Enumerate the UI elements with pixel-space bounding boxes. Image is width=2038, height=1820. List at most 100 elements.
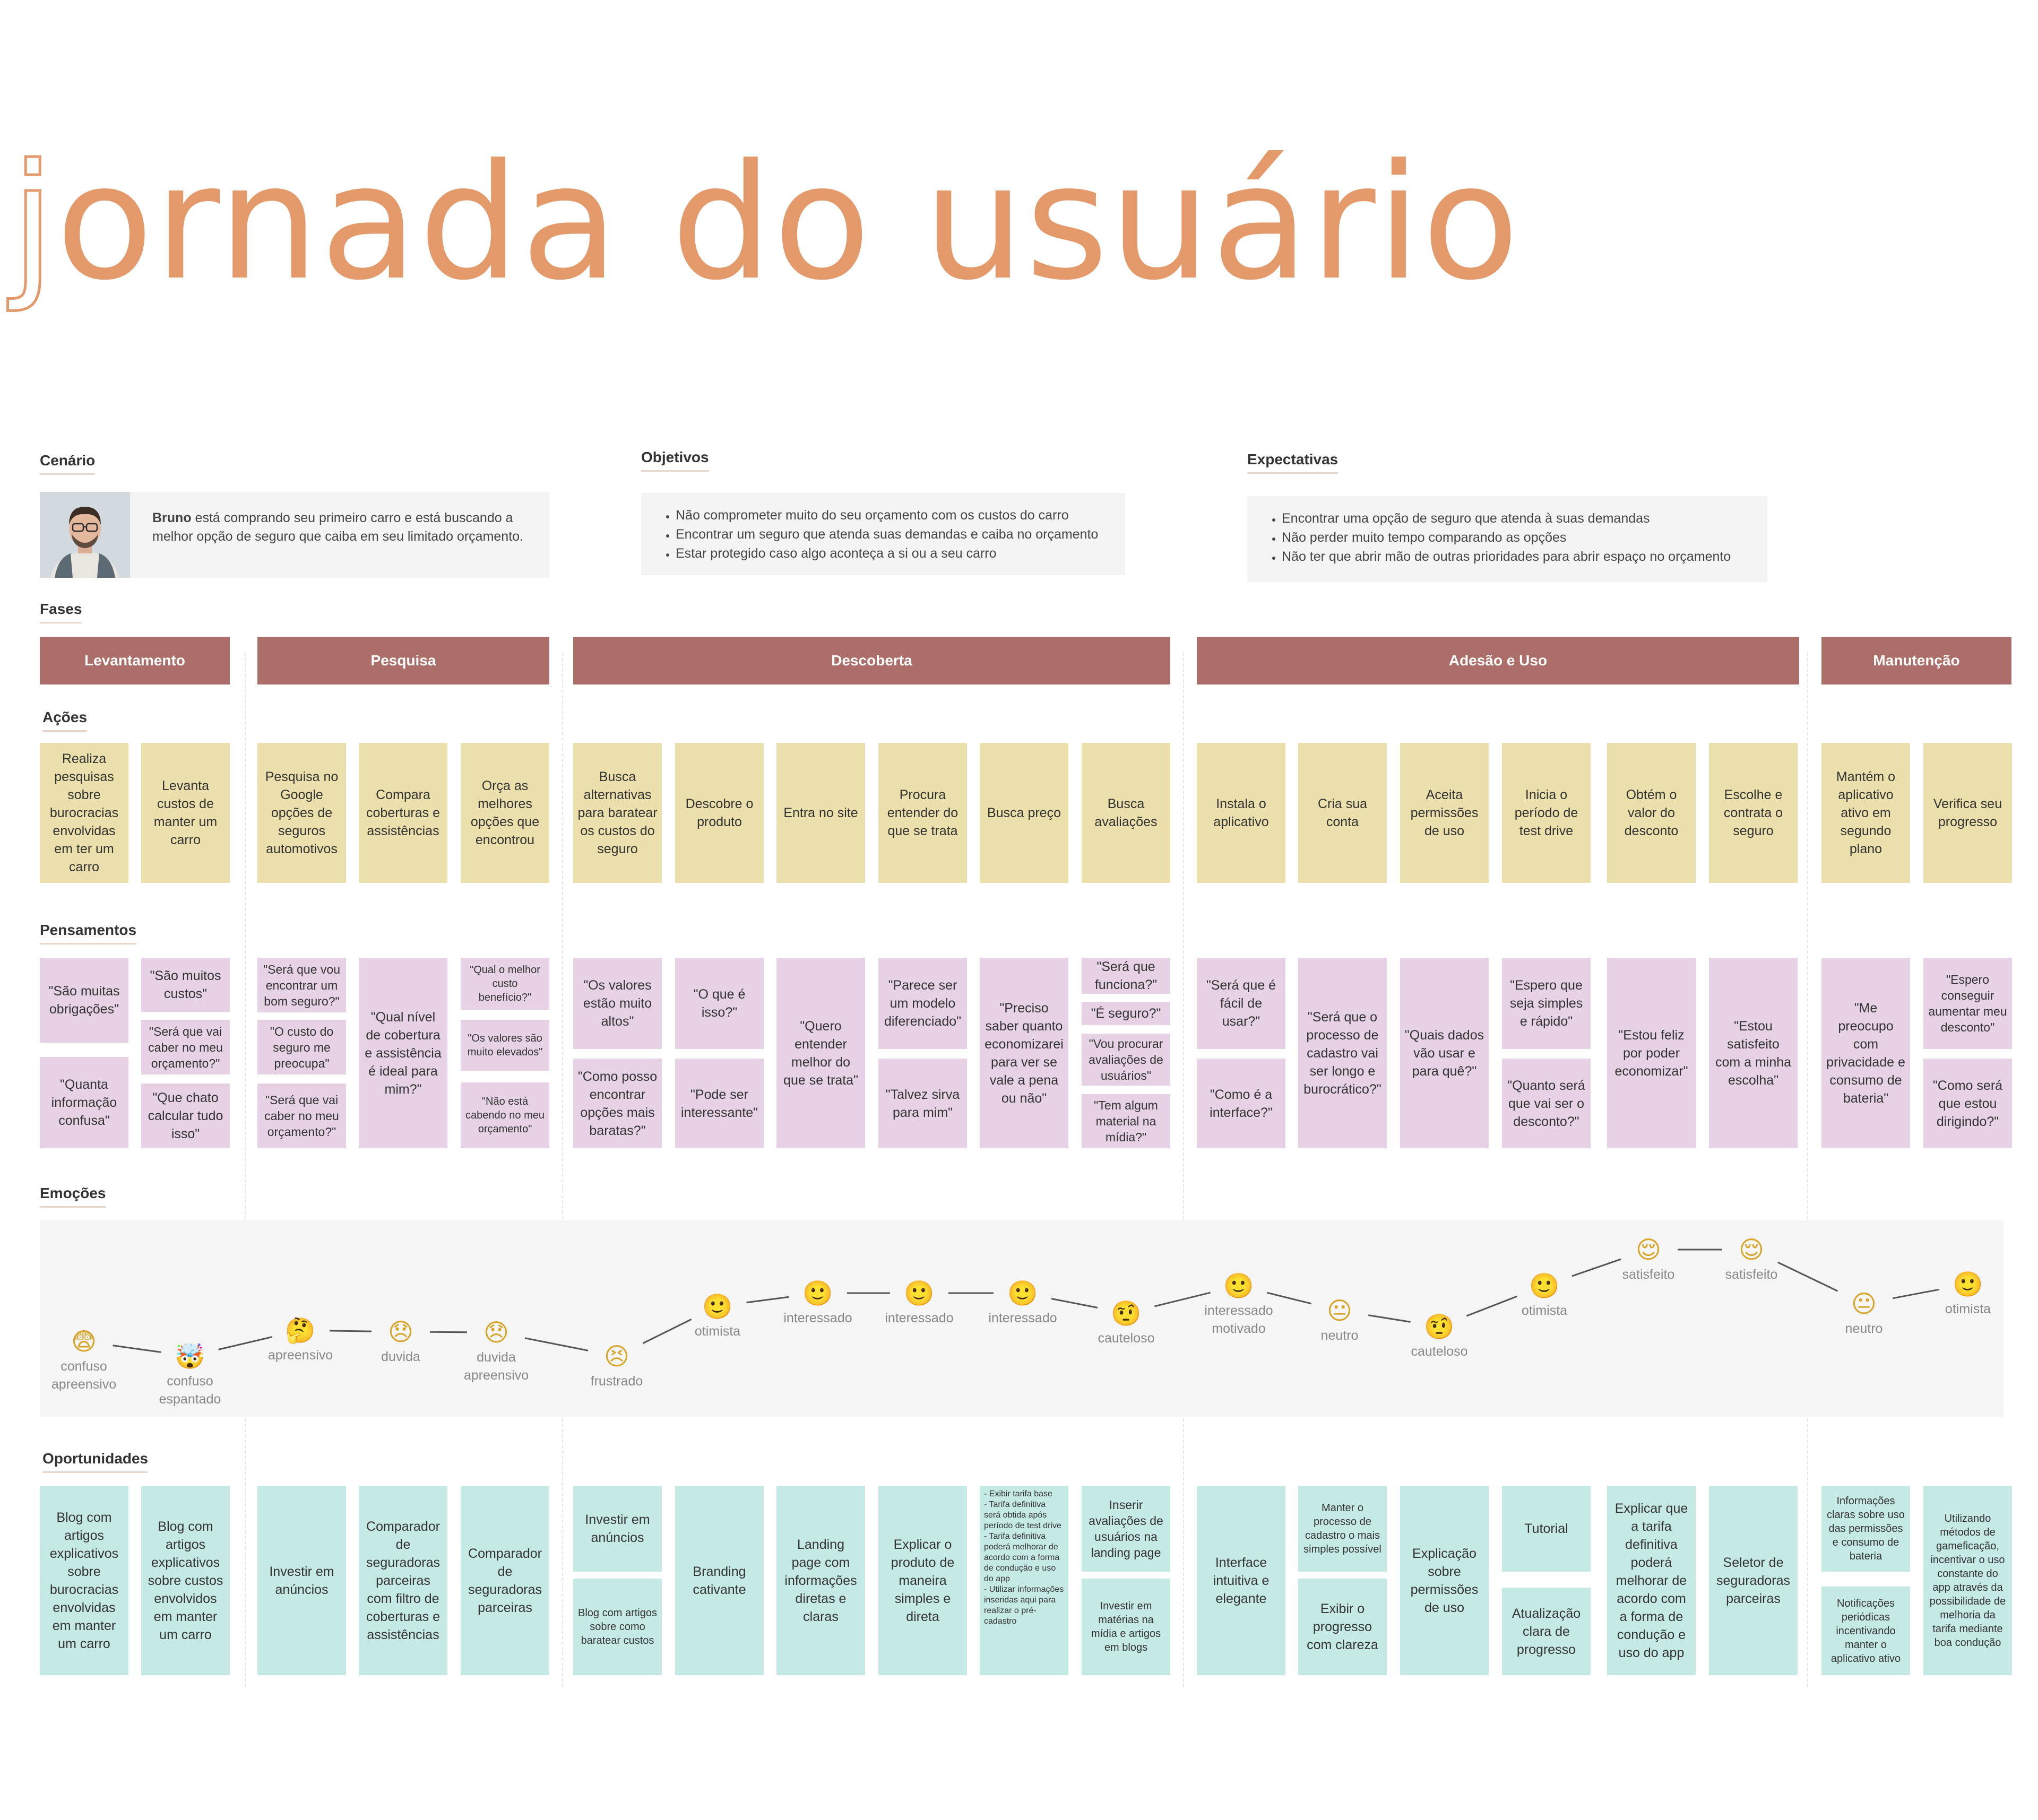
opportunity-card: Seletor de seguradoras parceiras	[1709, 1486, 1798, 1675]
emotion-label: confuso apreensivo	[51, 1359, 117, 1392]
objectives-label: Objetivos	[641, 449, 709, 472]
thought-card: "Quanto será que vai ser o desconto?"	[1502, 1059, 1591, 1148]
thought-card: "O custo do seguro me preocupa"	[257, 1020, 346, 1074]
objective-item: Encontrar um seguro que atenda suas dema…	[676, 525, 1125, 544]
opportunity-card: Blog com artigos explicativos sobre cust…	[141, 1486, 230, 1675]
opportunity-card: Utilizando métodos de gameficação, incen…	[1923, 1486, 2012, 1675]
thought-card: "Como posso encontrar opções mais barata…	[573, 1059, 662, 1148]
relieved-face-icon: 😌	[1636, 1235, 1661, 1264]
opportunity-card: Investir em anúncios	[257, 1486, 346, 1675]
emotion-label: otimista	[1521, 1303, 1568, 1318]
thought-card: "Vou procurar avaliações de usuários"	[1082, 1034, 1170, 1086]
opportunity-card: Notificações periódicas incentivando man…	[1821, 1587, 1910, 1675]
opportunity-card: Explicar o produto de maneira simples e …	[878, 1486, 967, 1675]
phase-separator	[562, 653, 563, 1687]
opportunity-card: Explicar que a tarifa definitiva poderá …	[1607, 1486, 1696, 1675]
phase-pesquisa: Pesquisa	[257, 637, 549, 684]
thought-card: "Espero conseguir aumentar meu desconto"	[1923, 958, 2012, 1049]
phases-label: Fases	[40, 601, 82, 623]
opportunity-card: - Exibir tarifa base - Tarifa definitiva…	[980, 1486, 1068, 1675]
phase-separator	[1807, 653, 1808, 1687]
phase-separator	[1183, 653, 1184, 1687]
smiling-face-icon: 🙂	[1953, 1270, 1983, 1298]
emotion-label: interessado	[783, 1311, 852, 1325]
action-card: Entra no site	[776, 743, 865, 883]
phase-manutencao: Manutenção	[1821, 637, 2011, 684]
thought-card: "É seguro?"	[1082, 1002, 1170, 1025]
action-card: Busca preço	[980, 743, 1068, 883]
neutral-face-icon: 😐	[1327, 1296, 1352, 1325]
emotion-label: duvida apreensivo	[463, 1350, 529, 1383]
emotion-label: satisfeito	[1725, 1267, 1778, 1282]
thought-card: "Qual nível de cobertura e assistência é…	[359, 958, 447, 1148]
smiling-face-icon: 🙂	[1223, 1271, 1254, 1300]
objective-item: Estar protegido caso algo aconteça a si …	[676, 544, 1125, 563]
phase-levantamento: Levantamento	[40, 637, 230, 684]
expectations-label: Expectativas	[1247, 451, 1338, 474]
title-rest: ornada do usuário	[56, 130, 1521, 315]
thought-card: "Estou feliz por poder economizar"	[1607, 958, 1696, 1148]
opportunity-card: Tutorial	[1502, 1486, 1591, 1572]
phase-separator	[245, 653, 246, 1687]
thought-card: "São muitas obrigações"	[40, 958, 128, 1043]
action-card: Orça as melhores opções que encontrou	[461, 743, 549, 883]
action-card: Mantém o aplicativo ativo em segundo pla…	[1821, 743, 1910, 883]
emotion-label: interessado motivado	[1204, 1303, 1273, 1336]
emotion-label: interessado	[988, 1311, 1057, 1325]
thought-card: "Parece ser um modelo diferenciado"	[878, 958, 967, 1049]
emotion-label: otimista	[694, 1324, 741, 1339]
persevering-face-icon: 😣	[604, 1342, 629, 1371]
thought-card: "Como é a interface?"	[1197, 1059, 1285, 1148]
action-card: Descobre o produto	[675, 743, 764, 883]
opportunity-card: Investir em matérias na mídia e artigos …	[1082, 1579, 1170, 1675]
opportunity-card: Comparador de seguradoras parceiras com …	[359, 1486, 447, 1675]
action-card: Escolhe e contrata o seguro	[1709, 743, 1798, 883]
disappointed-face-icon: 😞	[388, 1318, 413, 1346]
thoughts-label: Pensamentos	[40, 922, 137, 944]
expectations-panel: Encontrar uma opção de seguro que atenda…	[1247, 496, 1767, 582]
thought-card: "Quais dados vão usar e para quê?"	[1400, 958, 1489, 1148]
opportunity-card: Informações claras sobre uso das permiss…	[1821, 1486, 1910, 1572]
thought-card: "Não está cabendo no meu orçamento"	[461, 1082, 549, 1148]
phase-adesao-uso: Adesão e Uso	[1197, 637, 1799, 684]
emotion-label: interessado	[885, 1311, 954, 1325]
action-card: Busca alternativas para baratear os cust…	[573, 743, 662, 883]
action-card: Inicia o período de test drive	[1502, 743, 1591, 883]
smiling-face-icon: 🙂	[802, 1279, 833, 1307]
thought-card: "Me preocupo com privacidade e consumo d…	[1821, 958, 1910, 1148]
raised-eyebrow-face-icon: 🤨	[1424, 1312, 1455, 1341]
thought-card: "Qual o melhor custo benefício?"	[461, 958, 549, 1010]
thought-card: "Quero entender melhor do que se trata"	[776, 958, 865, 1148]
objectives-panel: Não comprometer muito do seu orçamento c…	[641, 493, 1125, 575]
emotion-label: cauteloso	[1411, 1344, 1468, 1359]
opportunity-card: Branding cativante	[675, 1486, 764, 1675]
expectation-item: Não perder muito tempo comparando as opç…	[1282, 528, 1767, 547]
action-card: Pesquisa no Google opções de seguros aut…	[257, 743, 346, 883]
scenario-text: Bruno está comprando seu primeiro carro …	[152, 509, 556, 546]
opportunity-card: Landing page com informações diretas e c…	[776, 1486, 865, 1675]
smiling-face-icon: 🙂	[702, 1292, 733, 1321]
neutral-face-icon: 😐	[1851, 1289, 1877, 1318]
action-card: Compara coberturas e assistências	[359, 743, 447, 883]
emotions-label: Emoções	[40, 1185, 106, 1208]
thought-card: "Preciso saber quanto economizarei para …	[980, 958, 1068, 1148]
emotion-label: otimista	[1945, 1302, 1991, 1316]
smiling-face-icon: 🙂	[1529, 1271, 1560, 1300]
scenario-panel: Bruno está comprando seu primeiro carro …	[40, 492, 549, 578]
thinking-face-icon: 🤔	[285, 1316, 316, 1345]
thought-card: "Pode ser interessante"	[675, 1059, 764, 1148]
expectation-item: Encontrar uma opção de seguro que atenda…	[1282, 509, 1767, 528]
emotions-panel	[40, 1220, 2004, 1417]
thought-card: "Será que vou encontrar um bom seguro?"	[257, 958, 346, 1012]
thought-card: "Espero que seja simples e rápido"	[1502, 958, 1591, 1049]
opportunity-card: Blog com artigos explicativos sobre buro…	[40, 1486, 128, 1675]
emotion-label: neutro	[1845, 1321, 1883, 1336]
emotion-label: neutro	[1320, 1328, 1359, 1343]
thought-card: "Tem algum material na mídia?"	[1082, 1094, 1170, 1148]
thought-card: "Será que funciona?"	[1082, 958, 1170, 994]
smiling-face-icon: 🙂	[1007, 1279, 1038, 1307]
anxious-face-icon: 😨	[71, 1327, 97, 1356]
thought-card: "Será que é fácil de usar?"	[1197, 958, 1285, 1049]
emotion-label: frustrado	[590, 1374, 643, 1389]
thought-card: "Como será que estou dirigindo?"	[1923, 1059, 2012, 1148]
